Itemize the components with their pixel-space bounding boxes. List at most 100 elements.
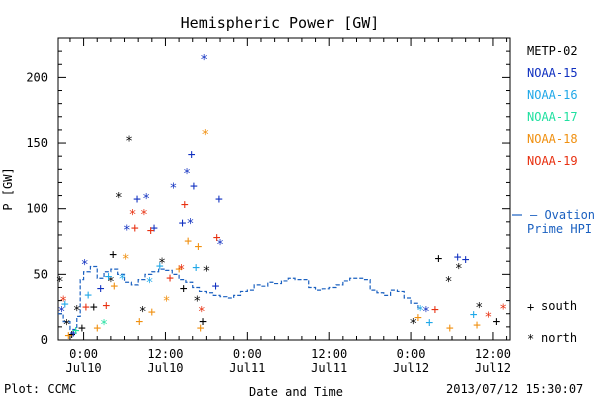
point-noaa-18-south: + (110, 279, 118, 294)
y-tick-label: 0 (41, 333, 48, 347)
point-noaa-18-south: + (148, 305, 156, 320)
point-noaa-15-south: + (454, 250, 462, 265)
legend-south-label: south (541, 299, 577, 313)
point-noaa-19-north: * (129, 208, 137, 223)
legend-entry-noaa-18: NOAA-18 (527, 132, 578, 146)
legend-entry-noaa-17: NOAA-17 (527, 110, 578, 124)
point-noaa-18-south: + (195, 239, 203, 254)
point-noaa-18-north: * (201, 128, 209, 143)
point-noaa-15-north: * (57, 305, 65, 320)
point-metp-02-south: + (90, 300, 98, 315)
point-metp-02-north: * (409, 317, 417, 332)
point-noaa-19-south: + (147, 224, 155, 239)
point-noaa-16-north: * (118, 272, 126, 287)
legend-entry-noaa-15: NOAA-15 (527, 66, 578, 80)
point-metp-02-north: * (115, 191, 123, 206)
point-noaa-15-north: * (142, 192, 150, 207)
point-metp-02-north: * (475, 301, 483, 316)
x-tick-label: 0:00 (69, 347, 98, 361)
point-noaa-16-south: + (156, 259, 164, 274)
point-noaa-15-north: * (422, 305, 430, 320)
point-noaa-16-north: * (416, 304, 424, 319)
point-metp-02-north: * (139, 305, 147, 320)
legend: — Ovation Prime HPI + south * north METP… (512, 44, 595, 346)
point-metp-02-south: + (78, 321, 86, 336)
point-metp-02-north: * (445, 275, 453, 290)
x-tick-sublabel: Jul11 (311, 361, 347, 375)
point-metp-02-north: * (202, 264, 210, 279)
point-noaa-15-north: * (216, 238, 224, 253)
x-tick-label: 12:00 (475, 347, 511, 361)
legend-entry-metp-02: METP-02 (527, 44, 578, 58)
legend-north-label: north (541, 331, 577, 345)
point-noaa-15-south: + (212, 279, 220, 294)
point-noaa-15-north: * (81, 258, 89, 273)
point-metp-02-north: * (63, 318, 71, 333)
point-noaa-18-south: + (135, 314, 143, 329)
x-tick-sublabel: Jul10 (66, 361, 102, 375)
point-noaa-18-south: + (197, 321, 205, 336)
point-noaa-15-south: + (150, 221, 158, 236)
point-metp-02-north: * (158, 257, 166, 272)
plot-timestamp: 2013/07/12 15:30:07 (446, 382, 584, 396)
point-noaa-16-south: + (192, 260, 200, 275)
plot-frame (57, 37, 511, 341)
point-metp-02-south: + (199, 314, 207, 329)
ovation-hpi-line (58, 265, 419, 331)
point-noaa-18-south: + (184, 234, 192, 249)
legend-ovation-line2: Prime HPI (527, 222, 592, 236)
point-noaa-18-north: * (163, 295, 171, 310)
plot-credit: Plot: CCMC (4, 382, 77, 396)
point-noaa-16-north: * (146, 276, 154, 291)
point-noaa-19-north: * (140, 208, 148, 223)
x-tick-label: 12:00 (147, 347, 183, 361)
data-points: **+*++***+**+**+ *+***+*+*+*+ *+*+ *+*+*+*+… (56, 53, 507, 344)
point-noaa-15-north: * (183, 167, 191, 182)
point-noaa-15-north: * (123, 224, 131, 239)
point-noaa-18-south: + (446, 321, 454, 336)
point-metp-02-north: * (125, 134, 133, 149)
x-tick-label: 0:00 (233, 347, 262, 361)
point-noaa-15-north: * (187, 217, 195, 232)
point-noaa-19-south: + (102, 299, 110, 314)
point-noaa-17-north: * (100, 318, 108, 333)
point-noaa-16-south: + (425, 316, 433, 331)
point-noaa-18-north: * (122, 253, 130, 268)
axis-ticks: 0501001502000:00Jul1012:00Jul100:00Jul11… (26, 38, 511, 375)
y-tick-label: 100 (26, 202, 48, 216)
point-noaa-19-south: + (181, 197, 189, 212)
y-tick-label: 200 (26, 70, 48, 84)
legend-entry-noaa-19: NOAA-19 (527, 154, 578, 168)
point-noaa-18-south: + (93, 321, 101, 336)
point-metp-02-south: + (492, 314, 500, 329)
point-noaa-18-south: + (64, 329, 72, 344)
point-noaa-19-south: + (131, 221, 139, 236)
point-noaa-16-south: + (470, 308, 478, 323)
x-tick-sublabel: Jul12 (475, 361, 511, 375)
point-metp-02-north: * (455, 262, 463, 277)
point-noaa-15-south: + (188, 148, 196, 163)
point-metp-02-south: + (434, 251, 442, 266)
point-noaa-15-south: + (69, 326, 77, 341)
point-metp-02-south: + (68, 327, 76, 342)
x-tick-sublabel: Jul10 (147, 361, 183, 375)
point-metp-02-south: + (180, 281, 188, 296)
x-tick-sublabel: Jul11 (229, 361, 265, 375)
legend-ovation-line1: — Ovation (530, 208, 595, 222)
x-tick-label: 12:00 (311, 347, 347, 361)
point-metp-02-south: + (109, 247, 117, 262)
point-metp-02-north: * (193, 295, 201, 310)
point-noaa-19-south: + (431, 302, 439, 317)
point-metp-02-north: * (107, 275, 115, 290)
point-noaa-15-south: + (462, 253, 470, 268)
y-tick-label: 50 (34, 267, 48, 281)
point-noaa-19-north: * (499, 302, 507, 317)
x-axis-label: Date and Time (249, 385, 343, 399)
point-noaa-15-south: + (215, 192, 223, 207)
point-noaa-17-south: + (72, 323, 80, 338)
point-noaa-19-north: * (177, 263, 185, 278)
point-noaa-15-south: + (190, 179, 198, 194)
point-noaa-15-north: * (170, 182, 178, 197)
point-noaa-15-south: + (97, 281, 105, 296)
